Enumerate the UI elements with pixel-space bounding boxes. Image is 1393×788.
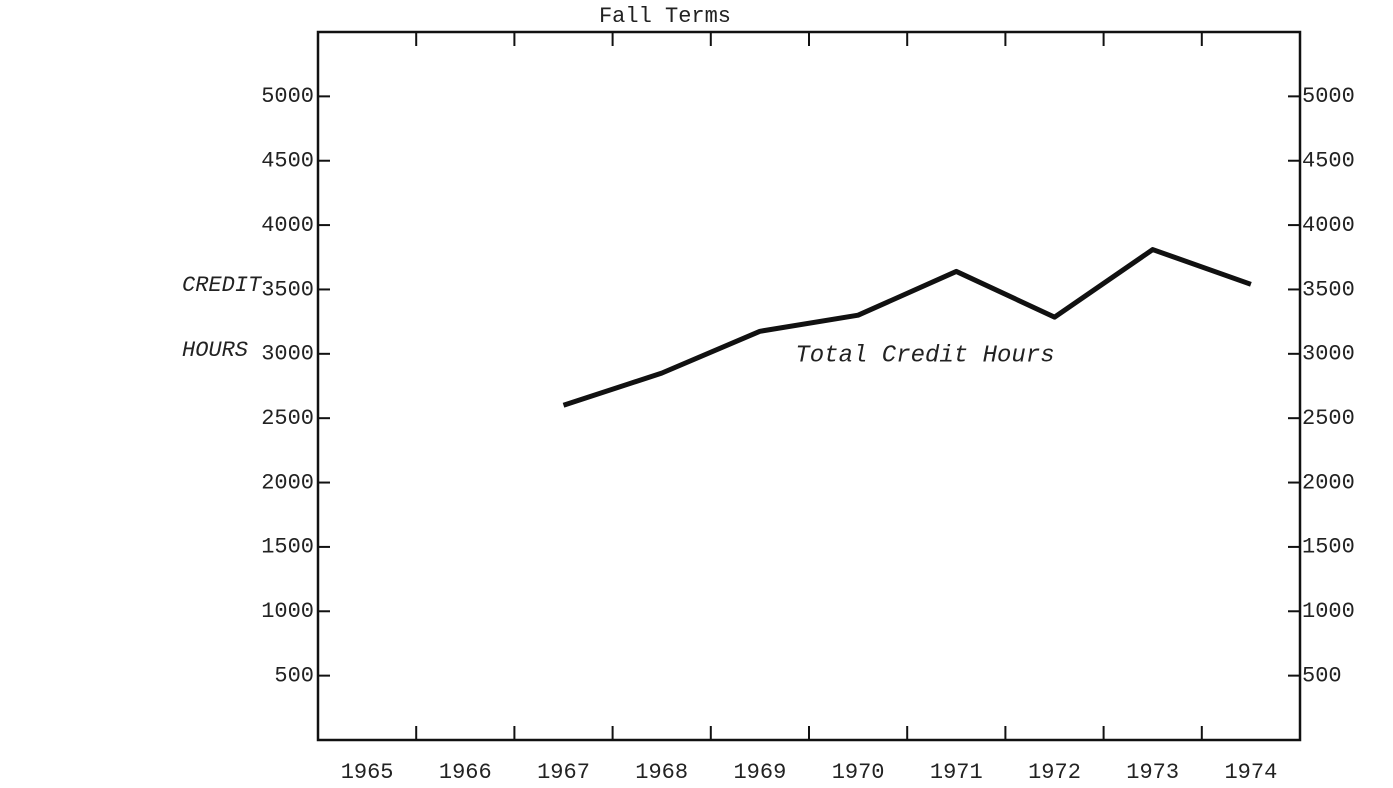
y-tick-label: 2000 [261,470,314,495]
y-tick-label: 3000 [261,342,314,367]
y-tick-label: 5000 [261,84,314,109]
y2-tick-label: 3000 [1302,342,1355,367]
y-tick-label: 1500 [261,535,314,560]
x-tick-label: 1969 [733,760,786,785]
y-axis-label: HOURS [182,338,248,363]
y2-tick-label: 4000 [1302,213,1355,238]
y-tick-label: 4500 [261,149,314,174]
y-tick-label: 500 [274,663,314,688]
data-line [562,247,1252,408]
x-tick-label: 1974 [1224,760,1277,785]
y2-tick-label: 5000 [1302,84,1355,109]
annotation: Total Credit Hours [795,342,1054,369]
y-tick-label: 1000 [261,599,314,624]
x-tick-label: 1967 [537,760,590,785]
plot-frame [316,30,1302,742]
y2-tick-label: 1000 [1302,599,1355,624]
y2-tick-label: 3500 [1302,277,1355,302]
x-tick-label: 1968 [635,760,688,785]
x-tick-label: 1972 [1028,760,1081,785]
x-tick-label: 1970 [832,760,885,785]
y2-tick-label: 500 [1302,663,1342,688]
y-tick-label: 3500 [261,277,314,302]
x-tick-label: 1973 [1126,760,1179,785]
y-tick-label: 2500 [261,406,314,431]
y2-tick-label: 2000 [1302,470,1355,495]
y2-tick-label: 1500 [1302,535,1355,560]
y-axis-label: CREDIT [182,273,263,298]
y2-tick-label: 2500 [1302,406,1355,431]
y-tick-label: 4000 [261,213,314,238]
x-tick-label: 1966 [439,760,492,785]
chart-title: Fall Terms [599,4,731,29]
y2-tick-label: 4500 [1302,149,1355,174]
x-tick-label: 1971 [930,760,983,785]
x-tick-label: 1965 [341,760,394,785]
